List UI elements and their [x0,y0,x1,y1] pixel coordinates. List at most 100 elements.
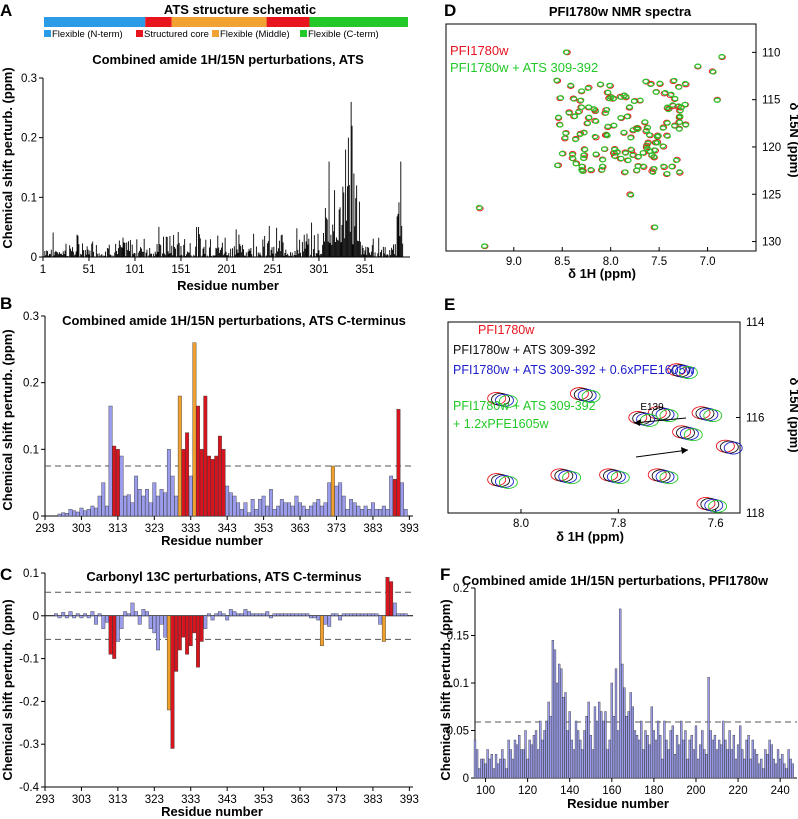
schematic-segment-2 [145,17,172,27]
panel-b-bar [105,505,109,517]
peak-complex [572,136,579,143]
panel-c-bar [392,602,397,617]
panel-a-xtick-label: 51 [83,264,96,276]
panel-b-ytick-label: 0.2 [23,378,39,390]
panel-c-bar [86,615,91,619]
panel-b-bar [381,505,386,517]
panel-f-letter: F [440,565,450,584]
panel-f-bar [528,739,531,779]
panel-b-bar [301,505,306,517]
peak-complex [579,168,586,175]
peak-complex [598,163,606,170]
panel-c-bar [367,613,372,616]
panel-c-bar [301,613,306,616]
panel-d-ytick-label: 115 [762,95,780,107]
peak-contour [678,366,698,380]
panel-f-bar [713,735,717,779]
panel-f-bar [623,687,626,779]
panel-f-bar [503,758,506,779]
panel-f-bar [688,739,691,779]
peak-complex [675,126,683,132]
panel-b-ytick-label: 0.3 [23,311,39,323]
peak-complex [643,127,650,134]
panel-c-title: Carbonyl 13C perturbations, ATS C-termin… [86,569,361,584]
peak-contour [683,428,703,442]
panel-b-bar [108,405,113,517]
panel-a: A ATS structure schematic Flexible (N-te… [0,1,410,293]
peak-complex [652,89,660,95]
panel-b-xtick-label: 313 [108,523,127,535]
panel-c-bar [148,615,153,629]
peak-complex [570,96,578,102]
panel-b-bar [392,479,397,517]
panel-f-bar [545,720,548,779]
panel-b-bar [170,475,175,517]
panel-b-bar [123,495,128,517]
peak-complex [713,97,721,103]
panel-b-xtick-label: 383 [363,523,382,535]
panel-c-bar [141,609,146,617]
peak-complex [670,77,678,84]
panel-b-bar [265,505,270,517]
panel-f-ytick-label: 0.2 [453,583,469,595]
peak-complex [581,146,589,153]
panel-a-title: Combined amide 1H/15N perturbations, ATS [92,52,364,67]
panel-b-bar [276,505,281,517]
peak-complex [661,90,669,96]
peak-complex [645,132,653,138]
peak-complex [668,163,676,170]
panel-f-bar [751,739,754,779]
panel-b-bar [349,499,353,517]
peak-complex [644,125,652,131]
panel-f-xlabel: Residue number [567,796,669,811]
panel-b-bar [214,455,219,517]
panel-f-bar [532,735,536,779]
panel-c-xlabel: Residue number [161,804,263,819]
panel-f-bar [572,749,576,779]
panel-f-bar [774,763,778,779]
peak-complex [604,123,612,130]
panel-f-bar [692,749,696,779]
panel-f-bar [722,720,725,779]
panel-b-bar [86,509,91,517]
peak-complex [601,146,608,152]
panel-c-bar [174,615,179,672]
panel-f-bar [686,758,689,779]
panel-f-bar [629,692,632,779]
panel-b-bar [396,409,401,517]
peak-complex [602,110,610,116]
panel-c-bar [97,613,102,616]
panel-c-bar [108,615,113,655]
peak-complex [634,126,641,133]
panel-b-bar [385,509,390,517]
panel-f-bar [730,749,733,779]
panel-c-xtick-label: 343 [218,794,237,806]
panel-f-bar [593,706,597,779]
panel-b-bar [137,489,142,517]
panel-b-bar [374,509,379,517]
panel-b-bar [309,505,313,517]
panel-f-bar [690,735,693,779]
panel-c-bar [112,615,117,659]
panel-b-bar [400,482,405,517]
panel-f-bar [608,739,611,779]
peak-complex [481,243,488,249]
panel-f-bar [734,758,738,779]
panel-c-letter: C [0,565,12,584]
panel-f-bar [602,720,605,779]
panel-c-bar [79,615,84,619]
panel-b-bar [298,502,302,517]
peak-complex [587,166,595,173]
panel-e-legend-1: PFI1780w [478,323,535,337]
panel-f-bar [671,725,674,779]
panel-c-bar [207,613,211,616]
panel-b-bar [57,513,62,517]
panel-d-xlabel: δ 1H (ppm) [568,266,636,281]
panel-c-ylabel: Chemical shift perturb. (ppm) [0,599,15,780]
panel-a-ytick-label: 0 [31,252,37,264]
panel-c-bar [334,613,339,616]
panel-c-bar [61,612,66,616]
panel-f-bar [717,739,721,779]
panel-c-bar [341,613,346,616]
panel-c-xtick-label: 333 [181,794,200,806]
